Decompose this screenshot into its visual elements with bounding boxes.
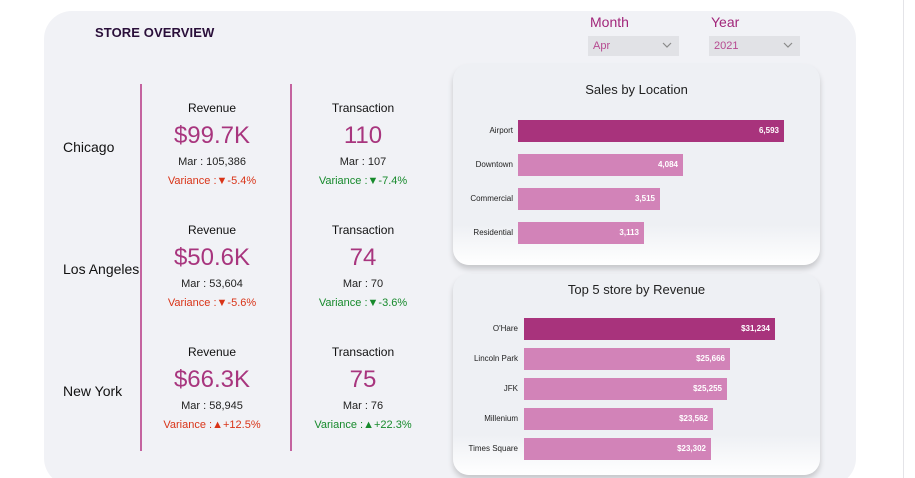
transaction-variance: Variance :▼-3.6% bbox=[318, 297, 408, 309]
triangle-down-icon: ▼ bbox=[216, 297, 228, 309]
triangle-up-icon: ▲ bbox=[363, 419, 374, 431]
transaction-kpi-chicago: Transaction 110 Mar : 107 Variance :▼-7.… bbox=[288, 101, 438, 189]
bar-row: JFK $25,255 bbox=[453, 378, 820, 400]
city-column-divider bbox=[140, 84, 142, 451]
bar-value-label: 6,593 bbox=[758, 126, 779, 135]
bar[interactable]: 3,515 bbox=[518, 188, 660, 210]
year-filter-label: Year bbox=[711, 14, 740, 30]
revenue-value: $99.7K bbox=[173, 122, 251, 149]
chevron-down-icon bbox=[662, 42, 672, 48]
bar-value-label: $31,234 bbox=[741, 324, 770, 333]
year-dropdown[interactable]: 2021 bbox=[709, 36, 800, 56]
transaction-variance: Variance :▲+22.3% bbox=[314, 419, 412, 431]
bar-category-label: JFK bbox=[503, 384, 518, 393]
sales-by-location-chart: Sales by Location Airport 6,593 Downtown 4,… bbox=[453, 64, 820, 265]
transaction-value: 75 bbox=[349, 366, 377, 393]
bar-category-label: O'Hare bbox=[492, 324, 518, 333]
bar-category-label: Times Square bbox=[468, 444, 519, 453]
bar[interactable]: $23,562 bbox=[524, 408, 713, 430]
revenue-variance: Variance :▼-5.6% bbox=[167, 297, 257, 309]
bar-value-label: 3,515 bbox=[634, 194, 655, 203]
month-dropdown-value: Apr bbox=[593, 40, 611, 52]
revenue-label: Revenue bbox=[187, 223, 237, 237]
metric-column-divider bbox=[290, 84, 292, 451]
transaction-label: Transaction bbox=[331, 223, 395, 237]
transaction-previous: Mar : 76 bbox=[342, 400, 384, 412]
bar-value-label: $25,255 bbox=[693, 384, 722, 393]
bar[interactable]: $23,302 bbox=[524, 438, 711, 460]
city-label-los-angeles: Los Angeles bbox=[63, 261, 140, 277]
revenue-previous: Mar : 105,386 bbox=[178, 156, 246, 168]
bar-row: Times Square $23,302 bbox=[453, 438, 820, 460]
bar-category-label: Commercial bbox=[470, 194, 513, 203]
revenue-value: $50.6K bbox=[173, 244, 251, 271]
transaction-previous: Mar : 70 bbox=[342, 278, 384, 290]
transaction-label: Transaction bbox=[331, 101, 395, 115]
bar-category-label: Millenium bbox=[484, 414, 518, 423]
revenue-previous: Mar : 53,604 bbox=[181, 278, 243, 290]
bar-value-label: $25,666 bbox=[696, 354, 725, 363]
triangle-up-icon: ▲ bbox=[212, 419, 223, 431]
bar-row: Lincoln Park $25,666 bbox=[453, 348, 820, 370]
transaction-variance: Variance :▼-7.4% bbox=[318, 175, 408, 187]
revenue-kpi-chicago: Revenue $99.7K Mar : 105,386 Variance :▼… bbox=[137, 101, 287, 189]
chart-title: Top 5 store by Revenue bbox=[567, 282, 706, 297]
bar-value-label: 3,113 bbox=[619, 228, 639, 237]
triangle-down-icon: ▼ bbox=[367, 297, 379, 309]
bar-row: Residential 3,113 bbox=[453, 222, 820, 244]
bar-value-label: $23,302 bbox=[677, 444, 706, 453]
revenue-value: $66.3K bbox=[173, 366, 251, 393]
revenue-kpi-new-york: Revenue $66.3K Mar : 58,945 Variance :▲+… bbox=[137, 345, 287, 433]
transaction-value: 110 bbox=[343, 122, 383, 149]
transaction-value: 74 bbox=[349, 244, 377, 271]
transaction-previous: Mar : 107 bbox=[339, 156, 387, 168]
revenue-label: Revenue bbox=[187, 101, 237, 115]
revenue-kpi-los-angeles: Revenue $50.6K Mar : 53,604 Variance :▼-… bbox=[137, 223, 287, 311]
month-dropdown[interactable]: Apr bbox=[588, 36, 679, 56]
bar-row: Commercial 3,515 bbox=[453, 188, 820, 210]
revenue-label: Revenue bbox=[187, 345, 237, 359]
bar-category-label: Downtown bbox=[475, 160, 513, 169]
chart-title: Sales by Location bbox=[585, 82, 688, 97]
bar-value-label: $23,562 bbox=[679, 414, 708, 423]
bar-row: Airport 6,593 bbox=[453, 120, 820, 142]
triangle-down-icon: ▼ bbox=[216, 175, 228, 187]
page-edge-divider bbox=[903, 0, 904, 478]
revenue-variance: Variance :▼-5.4% bbox=[167, 175, 257, 187]
city-label-chicago: Chicago bbox=[63, 139, 115, 155]
top-stores-by-revenue-chart: Top 5 store by Revenue O'Hare $31,234 Linc… bbox=[453, 274, 820, 475]
year-dropdown-value: 2021 bbox=[714, 40, 739, 52]
transaction-label: Transaction bbox=[331, 345, 395, 359]
bar[interactable]: $31,234 bbox=[524, 318, 775, 340]
bar-category-label: Residential bbox=[473, 228, 513, 237]
bar-category-label: Airport bbox=[489, 126, 513, 135]
revenue-previous: Mar : 58,945 bbox=[181, 400, 243, 412]
bar-value-label: 4,084 bbox=[657, 160, 678, 169]
transaction-kpi-new-york: Transaction 75 Mar : 76 Variance :▲+22.3… bbox=[288, 345, 438, 433]
bar-row: Millenium $23,562 bbox=[453, 408, 820, 430]
bar[interactable]: 3,113 bbox=[518, 222, 644, 244]
bar[interactable]: 4,084 bbox=[518, 154, 683, 176]
chevron-down-icon bbox=[783, 42, 793, 48]
city-label-new-york: New York bbox=[63, 383, 123, 399]
bar[interactable]: 6,593 bbox=[518, 120, 784, 142]
triangle-down-icon: ▼ bbox=[367, 175, 379, 187]
month-filter-label: Month bbox=[590, 14, 629, 30]
transaction-kpi-los-angeles: Transaction 74 Mar : 70 Variance :▼-3.6% bbox=[288, 223, 438, 311]
page-title: STORE OVERVIEW bbox=[95, 25, 215, 40]
bar-row: Downtown 4,084 bbox=[453, 154, 820, 176]
revenue-variance: Variance :▲+12.5% bbox=[163, 419, 261, 431]
bar-category-label: Lincoln Park bbox=[473, 354, 518, 363]
bar-row: O'Hare $31,234 bbox=[453, 318, 820, 340]
bar[interactable]: $25,255 bbox=[524, 378, 727, 400]
bar[interactable]: $25,666 bbox=[524, 348, 730, 370]
